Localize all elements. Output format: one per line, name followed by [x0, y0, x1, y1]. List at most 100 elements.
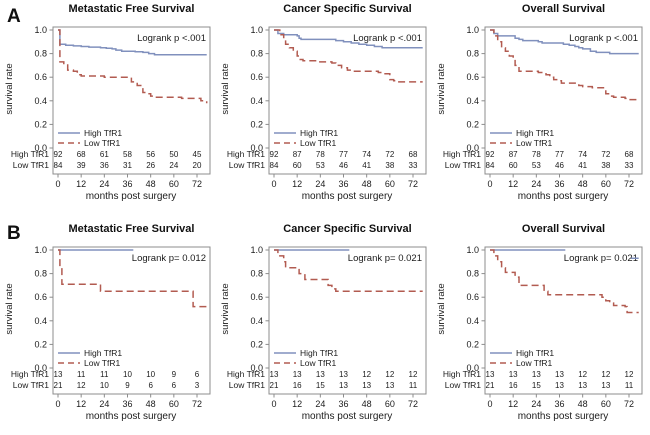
x-tick-label: 0: [55, 179, 60, 189]
x-tick-label: 72: [408, 399, 418, 409]
at-risk-count: 9: [172, 370, 177, 379]
survival-plot: 1.00.80.60.40.20.00 12 24 36 48 60 72survival …: [436, 245, 643, 422]
survival-curve-high-tfr1: [274, 29, 423, 49]
survival-curve-low-tfr1: [274, 29, 423, 83]
y-axis-title: survival rate: [4, 283, 15, 334]
chart-title: Overall Survival: [521, 3, 606, 15]
legend-label-low-tfr1: Low TfR1: [84, 138, 120, 148]
at-risk-count: 13: [339, 381, 348, 390]
survival-plot: 1.00.80.60.40.20.00 12 24 36 48 60 72survival …: [4, 245, 211, 422]
at-risk-count: 21: [486, 381, 495, 390]
panel-row-a: 1.0 0.8 0.6 0.4 0.2 0.0 0 12 24 36 48 60 72 survival …: [1, 0, 649, 212]
y-tick-label: 0.8: [34, 269, 47, 279]
legend-label-low-tfr1: Low TfR1: [300, 358, 336, 368]
at-risk-count: 46: [339, 161, 348, 170]
y-tick-label: 0.8: [34, 49, 47, 59]
y-tick-label: 0.8: [466, 269, 479, 279]
legend-label-low-tfr1: Low TfR1: [84, 358, 120, 368]
x-tick-label: 24: [531, 399, 541, 409]
y-tick-label: 0.4: [34, 316, 47, 326]
x-tick-label: 60: [169, 179, 179, 189]
panel-row-b: 1.0 0.8 0.6 0.4 0.2 0.0 0 12 24 36 48 60 72 survival …: [1, 220, 649, 432]
survival-plot: 1.00.80.60.40.20.00 12 24 36 48 60 72survival …: [436, 25, 643, 202]
at-risk-count: 13: [555, 370, 564, 379]
x-tick-label: 0: [487, 179, 492, 189]
at-risk-count: 78: [532, 150, 541, 159]
x-axis-title: months post surgery: [518, 411, 609, 422]
x-tick-label: 48: [578, 399, 588, 409]
y-tick-label: 0.2: [250, 119, 263, 129]
at-risk-count: 92: [486, 150, 495, 159]
x-tick-label: 48: [362, 399, 372, 409]
at-risk-count: 15: [316, 381, 325, 390]
x-tick-label: 72: [624, 399, 634, 409]
at-risk-row-label: Low TfR1: [229, 380, 265, 390]
at-risk-count: 12: [362, 370, 371, 379]
y-axis-title: survival rate: [220, 63, 231, 114]
at-risk-count: 38: [601, 161, 610, 170]
at-risk-count: 10: [100, 381, 109, 390]
x-tick-label: 24: [315, 179, 325, 189]
x-tick-label: 60: [601, 179, 611, 189]
x-tick-label: 48: [578, 179, 588, 189]
at-risk-count: 56: [146, 150, 155, 159]
y-tick-label: 0.8: [250, 49, 263, 59]
x-tick-label: 72: [192, 179, 202, 189]
panel-b-metastatic-free-survival: 1.0 0.8 0.6 0.4 0.2 0.0 0 12 24 36 48 60 72 survival …: [1, 220, 217, 432]
x-tick-label: 12: [292, 179, 302, 189]
logrank-annotation: Logrank p= 0.021: [564, 253, 638, 264]
at-risk-row-label: High TfR1: [443, 149, 481, 159]
x-tick-label: 12: [292, 399, 302, 409]
legend-label-high-tfr1: High TfR1: [84, 128, 122, 138]
y-tick-label: 0.2: [34, 119, 47, 129]
at-risk-count: 33: [625, 161, 634, 170]
at-risk-count: 50: [169, 150, 178, 159]
survival-curve-high-tfr1: [490, 29, 639, 55]
y-axis-title: survival rate: [220, 283, 231, 334]
at-risk-count: 84: [54, 161, 63, 170]
survival-curve-low-tfr1: [490, 249, 639, 314]
at-risk-count: 12: [601, 370, 610, 379]
y-tick-label: 0.6: [466, 72, 479, 82]
y-tick-label: 1.0: [34, 25, 47, 35]
at-risk-count: 38: [385, 161, 394, 170]
x-tick-label: 60: [169, 399, 179, 409]
y-tick-label: 0.4: [466, 96, 479, 106]
survival-curve-low-tfr1: [58, 29, 208, 104]
legend-label-high-tfr1: High TfR1: [300, 348, 338, 358]
y-tick-label: 1.0: [250, 25, 263, 35]
x-tick-label: 24: [315, 399, 325, 409]
x-tick-label: 60: [385, 399, 395, 409]
survival-curve-low-tfr1: [490, 29, 639, 101]
x-tick-label: 24: [99, 179, 109, 189]
x-tick-label: 48: [146, 399, 156, 409]
at-risk-count: 87: [509, 150, 518, 159]
y-tick-label: 0.2: [466, 119, 479, 129]
at-risk-row-label: Low TfR1: [229, 160, 265, 170]
survival-plot: 1.00.80.60.40.20.00 12 24 36 48 60 72survival …: [220, 25, 427, 202]
logrank-annotation: Logrank p= 0.021: [348, 253, 422, 264]
at-risk-count: 11: [100, 370, 109, 379]
legend-label-low-tfr1: Low TfR1: [516, 138, 552, 148]
x-axis-title: months post surgery: [518, 191, 609, 202]
at-risk-count: 46: [555, 161, 564, 170]
logrank-annotation: Logrank p= 0.012: [132, 253, 206, 264]
chart-title: Metastatic Free Survival: [68, 3, 195, 15]
at-risk-count: 12: [625, 370, 634, 379]
x-tick-label: 12: [76, 399, 86, 409]
x-tick-label: 60: [385, 179, 395, 189]
legend-label-low-tfr1: Low TfR1: [516, 358, 552, 368]
survival-plot: 1.00.80.60.40.20.00 12 24 36 48 60 72survival …: [220, 245, 427, 422]
at-risk-count: 72: [385, 150, 394, 159]
x-tick-label: 12: [76, 179, 86, 189]
at-risk-row-label: High TfR1: [11, 369, 49, 379]
at-risk-count: 10: [146, 370, 155, 379]
at-risk-count: 68: [625, 150, 634, 159]
at-risk-count: 21: [54, 381, 63, 390]
at-risk-count: 11: [77, 370, 86, 379]
at-risk-count: 13: [578, 381, 587, 390]
x-tick-label: 36: [554, 399, 564, 409]
survival-curve-high-tfr1: [58, 29, 207, 56]
x-tick-label: 0: [271, 179, 276, 189]
at-risk-count: 45: [193, 150, 202, 159]
